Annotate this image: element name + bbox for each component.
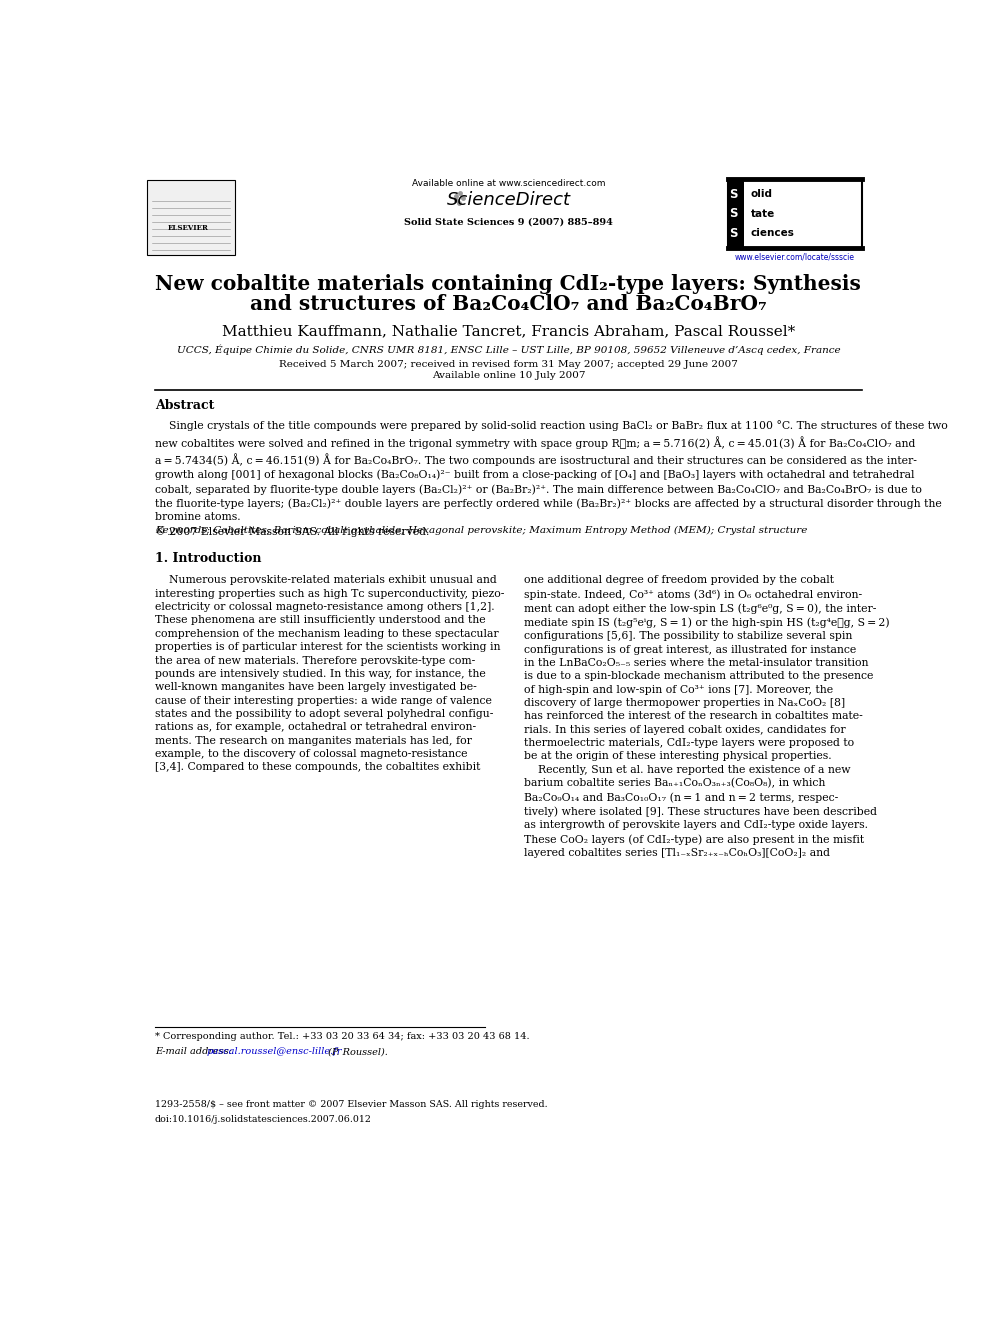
Text: doi:10.1016/j.solidstatesciences.2007.06.012: doi:10.1016/j.solidstatesciences.2007.06… (155, 1115, 372, 1125)
Text: * Corresponding author. Tel.: +33 03 20 33 64 34; fax: +33 03 20 43 68 14.: * Corresponding author. Tel.: +33 03 20 … (155, 1032, 530, 1041)
Text: Matthieu Kauffmann, Nathalie Tancret, Francis Abraham, Pascal Roussel*: Matthieu Kauffmann, Nathalie Tancret, Fr… (222, 324, 795, 337)
Text: New cobaltite materials containing CdI₂-type layers: Synthesis: New cobaltite materials containing CdI₂-… (156, 274, 861, 294)
Text: UCCS, Équipe Chimie du Solide, CNRS UMR 8181, ENSC Lille – UST Lille, BP 90108, : UCCS, Équipe Chimie du Solide, CNRS UMR … (177, 344, 840, 355)
Text: S: S (729, 208, 737, 220)
Text: 1293-2558/$ – see front matter © 2007 Elsevier Masson SAS. All rights reserved.: 1293-2558/$ – see front matter © 2007 El… (155, 1099, 548, 1109)
Text: ScienceDirect: ScienceDirect (446, 191, 570, 209)
Text: E-mail address:: E-mail address: (155, 1046, 235, 1056)
Text: Available online at www.sciencedirect.com: Available online at www.sciencedirect.co… (412, 179, 605, 188)
Text: Received 5 March 2007; received in revised form 31 May 2007; accepted 29 June 20: Received 5 March 2007; received in revis… (279, 360, 738, 369)
Text: one additional degree of freedom provided by the cobalt
spin-state. Indeed, Co³⁺: one additional degree of freedom provide… (524, 576, 890, 857)
Text: and structures of Ba₂Co₄ClO₇ and Ba₂Co₄BrO₇: and structures of Ba₂Co₄ClO₇ and Ba₂Co₄B… (250, 295, 767, 315)
Text: tate: tate (751, 209, 775, 218)
Text: Keywords: Cobaltites; Barium cobalt oxyhalide; Hexagonal perovskite; Maximum Ent: Keywords: Cobaltites; Barium cobalt oxyh… (155, 527, 807, 534)
Bar (727, 179, 744, 249)
Text: pascal.roussel@ensc-lille.fr: pascal.roussel@ensc-lille.fr (206, 1046, 342, 1056)
Bar (727, 179, 862, 249)
Text: ELSEVIER: ELSEVIER (168, 224, 208, 232)
Text: 1. Introduction: 1. Introduction (155, 552, 261, 565)
Text: www.elsevier.com/locate/ssscie: www.elsevier.com/locate/ssscie (734, 253, 854, 262)
Text: (P. Roussel).: (P. Roussel). (325, 1046, 388, 1056)
Text: Numerous perovskite-related materials exhibit unusual and
interesting properties: Numerous perovskite-related materials ex… (155, 576, 504, 773)
Text: Abstract: Abstract (155, 398, 214, 411)
Text: S: S (729, 188, 737, 201)
Text: Single crystals of the title compounds were prepared by solid-solid reaction usi: Single crystals of the title compounds w… (155, 421, 947, 537)
Text: ciences: ciences (751, 228, 795, 238)
Text: olid: olid (751, 189, 773, 200)
Text: S: S (729, 226, 737, 239)
Bar (147, 180, 235, 254)
Text: Solid State Sciences 9 (2007) 885–894: Solid State Sciences 9 (2007) 885–894 (404, 217, 613, 226)
Text: Available online 10 July 2007: Available online 10 July 2007 (432, 372, 585, 380)
